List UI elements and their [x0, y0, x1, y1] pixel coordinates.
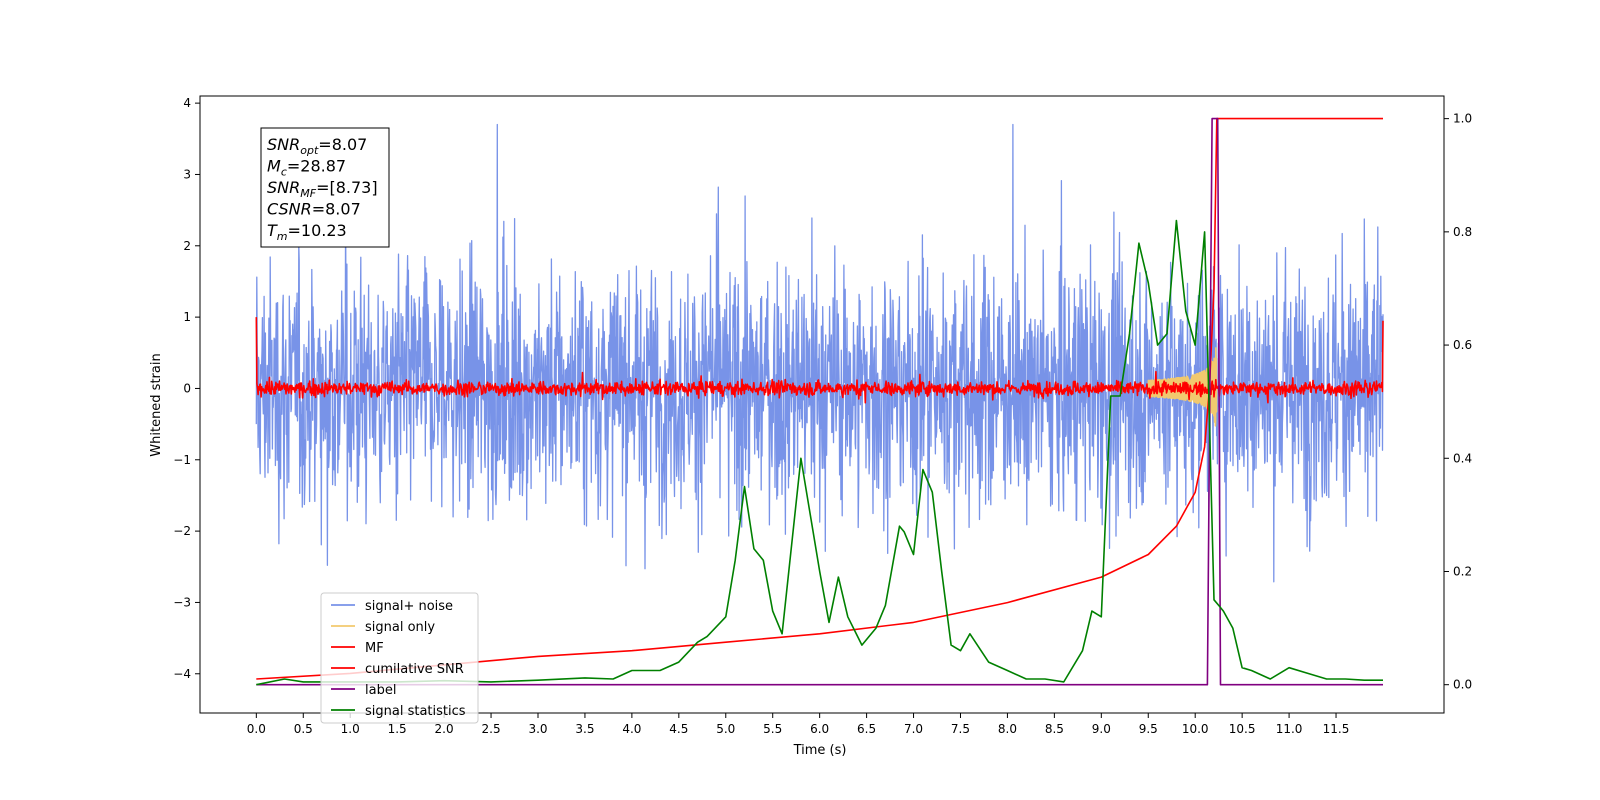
- legend-label-signal-only: signal only: [365, 620, 435, 635]
- x-tick-label: 6.5: [857, 722, 876, 736]
- legend-label-mf: MF: [365, 641, 384, 656]
- annotation-subscript: c: [281, 166, 287, 179]
- y-tick-label: 0: [183, 381, 191, 395]
- series-mf-line: [255, 317, 1384, 404]
- legend-label-cumilative-snr: cumilative SNR: [365, 662, 464, 677]
- x-tick-label: 4.5: [669, 722, 688, 736]
- x-tick-label: 3.5: [575, 722, 594, 736]
- annotation-subscript: MF: [300, 187, 316, 200]
- y-tick-label: 2: [183, 239, 191, 253]
- x-tick-label: 2.5: [482, 722, 501, 736]
- y-tick-label: −3: [173, 595, 191, 609]
- y-axis-left: 4 3 2 1 0 −1 −2 −3 −4: [173, 96, 200, 681]
- x-tick-label: 11.5: [1323, 722, 1350, 736]
- y-tick-label: −2: [173, 524, 191, 538]
- annotation-line: SNRMF=[8.73]: [267, 178, 378, 200]
- axes-frame: [199, 95, 1445, 714]
- y-tick-label: 1: [183, 310, 191, 324]
- x-tick-label: 5.0: [716, 722, 735, 736]
- y2-tick-label: 0.2: [1453, 564, 1472, 578]
- annotation-line: Mc=28.87: [267, 157, 346, 179]
- annotation-symbol: CSNR: [267, 200, 312, 219]
- x-tick-label: 7.0: [904, 722, 923, 736]
- x-tick-label: 4.0: [622, 722, 641, 736]
- annotation-value: =28.87: [287, 157, 346, 176]
- y-tick-label: −4: [173, 667, 191, 681]
- annotation-box: SNRopt=8.07Mc=28.87SNRMF=[8.73]CSNR=8.07…: [260, 127, 390, 248]
- y-axis-label: Whitened strain: [149, 353, 164, 456]
- legend-label-label: label: [365, 683, 396, 698]
- x-tick-label: 9.5: [1139, 722, 1158, 736]
- x-tick-label: 0.0: [247, 722, 266, 736]
- annotation-value: =8.07: [318, 135, 367, 154]
- x-tick-label: 9.0: [1092, 722, 1111, 736]
- annotation-line: CSNR=8.07: [267, 200, 361, 219]
- annotation-line: Tm=10.23: [267, 221, 347, 243]
- x-tick-label: 10.0: [1182, 722, 1209, 736]
- x-tick-label: 8.5: [1045, 722, 1064, 736]
- x-tick-label: 11.0: [1276, 722, 1303, 736]
- legend-label-signal-statistics: signal statistics: [365, 704, 466, 719]
- y2-tick-label: 0.4: [1453, 451, 1472, 465]
- x-tick-label: 2.0: [435, 722, 454, 736]
- plot-area: [255, 117, 1384, 686]
- annotation-symbol: T: [267, 221, 278, 240]
- x-axis-label: Time (s): [793, 743, 847, 758]
- y-axis-right: 1.0 0.8 0.6 0.4 0.2 0.0: [1444, 112, 1472, 692]
- annotation-symbol: SNR: [267, 135, 300, 154]
- annotation-frame: [260, 127, 390, 248]
- annotation-line: SNRopt=8.07: [267, 135, 367, 157]
- x-tick-label: 5.5: [763, 722, 782, 736]
- annotation-value: =10.23: [288, 221, 347, 240]
- series-signal-noise-line: [255, 123, 1384, 583]
- x-tick-label: 10.5: [1229, 722, 1256, 736]
- annotation-subscript: opt: [300, 144, 319, 157]
- x-tick-label: 1.0: [341, 722, 360, 736]
- x-tick-label: 3.0: [528, 722, 547, 736]
- x-tick-label: 7.5: [951, 722, 970, 736]
- legend-label-signal-noise: signal+ noise: [365, 599, 453, 614]
- y2-tick-label: 0.0: [1453, 678, 1472, 692]
- x-axis: 0.0 0.5 1.0 1.5 2.0 2.5 3.0 3.5 4.0 4.5 5.0 5.5 6.0 6…: [247, 713, 1350, 736]
- series-label-line: [256, 117, 1383, 686]
- y2-tick-label: 1.0: [1453, 112, 1472, 126]
- annotation-symbol: SNR: [267, 178, 300, 197]
- legend-frame: [320, 592, 479, 724]
- annotation-subscript: m: [277, 230, 288, 243]
- y-tick-label: 3: [183, 167, 191, 181]
- x-tick-label: 0.5: [294, 722, 313, 736]
- annotation-value: =[8.73]: [316, 178, 378, 197]
- y2-tick-label: 0.8: [1453, 225, 1472, 239]
- y2-tick-label: 0.6: [1453, 338, 1472, 352]
- legend: signal+ noise signal only MF cumilative SNR…: [320, 592, 479, 724]
- annotation-symbol: M: [267, 157, 281, 176]
- y-tick-label: −1: [173, 453, 191, 467]
- y-tick-label: 4: [183, 96, 191, 110]
- series-signal-statistics-line: [256, 219, 1383, 686]
- x-tick-label: 6.0: [810, 722, 829, 736]
- x-tick-label: 1.5: [388, 722, 407, 736]
- annotation-value: =8.07: [312, 200, 361, 219]
- x-tick-label: 8.0: [998, 722, 1017, 736]
